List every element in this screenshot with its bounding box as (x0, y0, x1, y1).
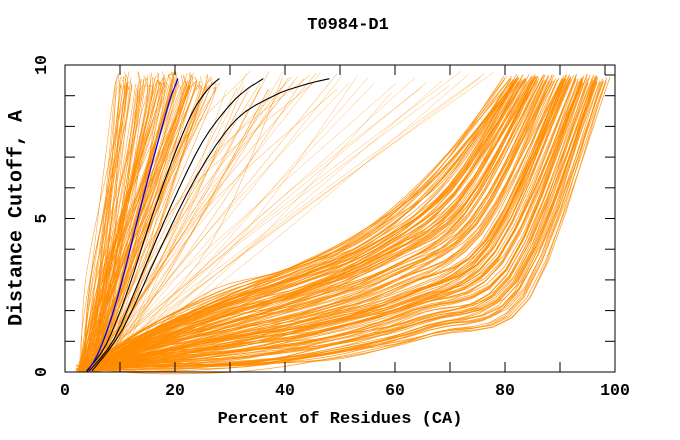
svg-text:10: 10 (32, 55, 51, 75)
svg-text:100: 100 (600, 381, 630, 400)
svg-text:80: 80 (495, 381, 515, 400)
svg-text:20: 20 (165, 381, 185, 400)
svg-text:40: 40 (275, 381, 295, 400)
svg-text:0: 0 (60, 381, 70, 400)
svg-text:60: 60 (385, 381, 405, 400)
svg-text:0: 0 (32, 367, 51, 377)
svg-text:5: 5 (32, 213, 51, 223)
